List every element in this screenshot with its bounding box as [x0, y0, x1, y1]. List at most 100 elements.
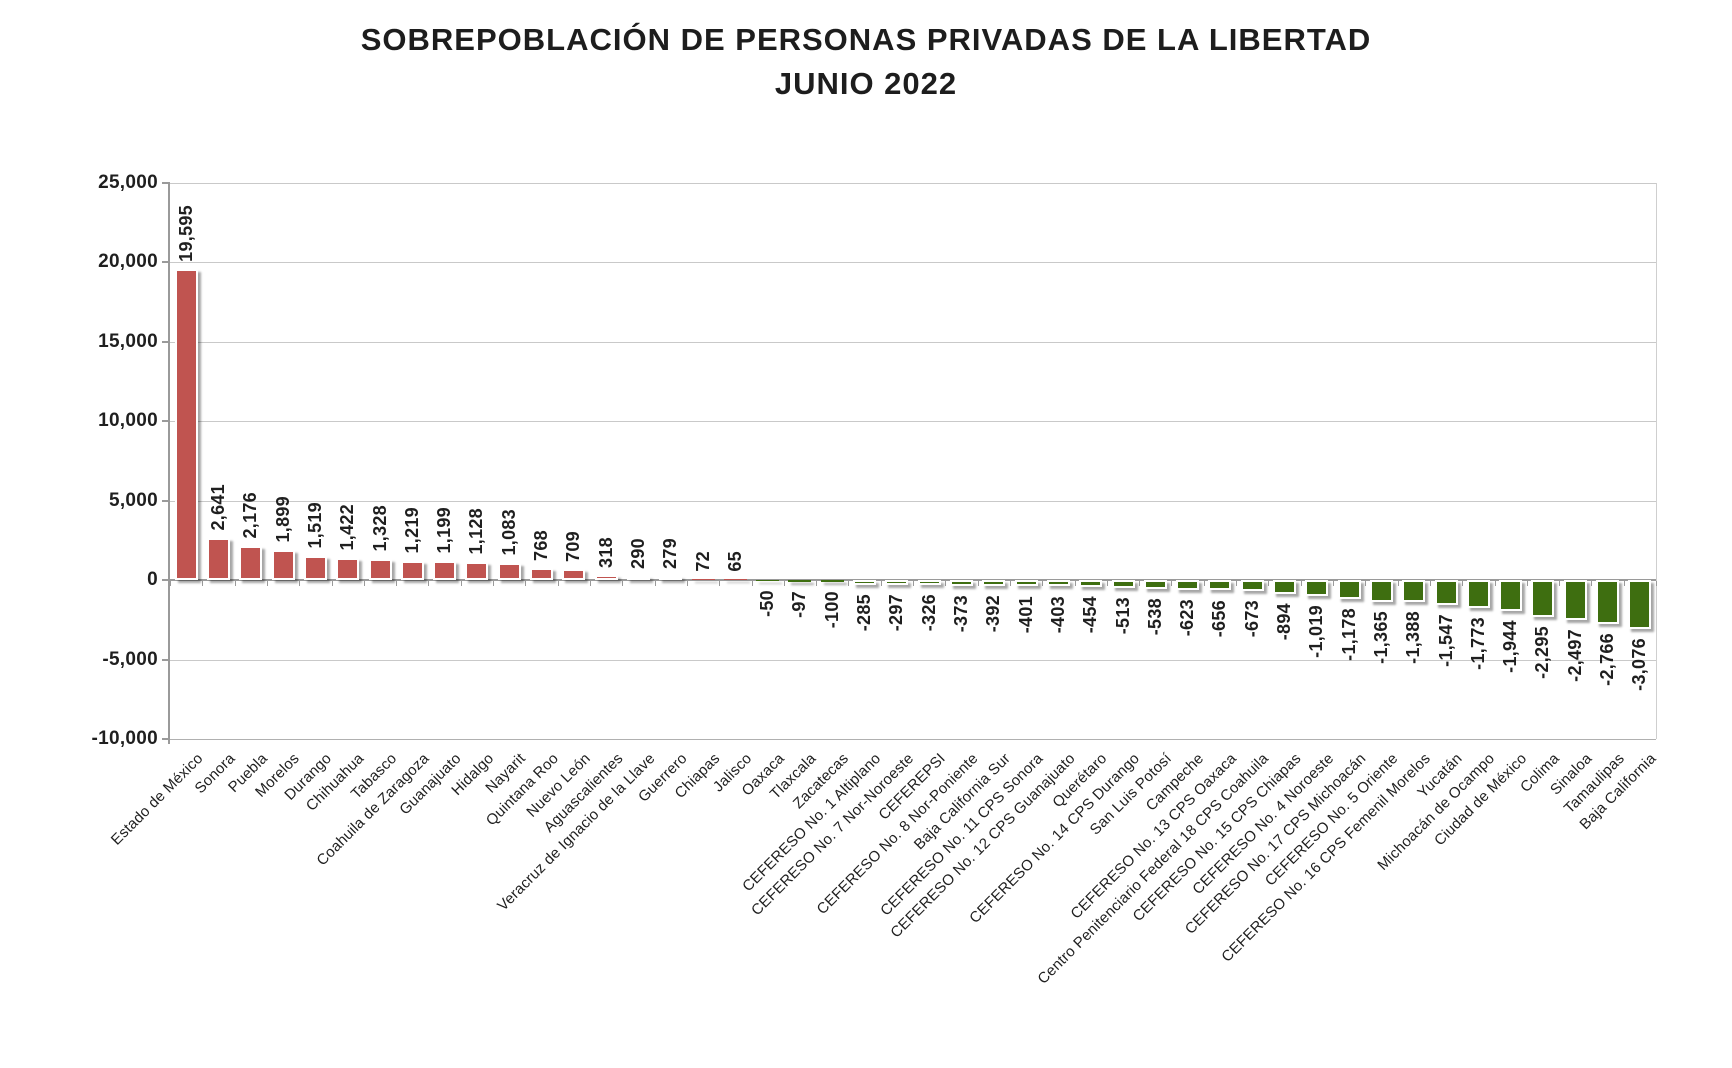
value-label: -3,076	[1629, 638, 1650, 691]
x-axis-tick	[557, 581, 559, 587]
y-axis-tick	[162, 499, 170, 502]
x-axis-tick	[331, 581, 333, 587]
bar	[336, 557, 360, 581]
x-axis-tick	[1009, 581, 1011, 587]
x-axis-tick	[363, 581, 365, 587]
x-axis-tick	[1591, 581, 1593, 587]
x-axis-tick	[1656, 581, 1657, 587]
value-label: 290	[627, 537, 648, 569]
bar	[1273, 580, 1296, 595]
x-axis-tick	[1268, 581, 1270, 587]
gridline	[170, 421, 1656, 423]
y-axis-label: 15,000	[98, 330, 158, 352]
x-axis-tick	[848, 581, 850, 587]
value-label: 19,595	[175, 204, 196, 262]
value-label: -2,295	[1532, 625, 1553, 679]
gridline	[170, 659, 1656, 661]
bar	[562, 568, 586, 581]
bar	[1240, 580, 1264, 591]
bar	[1531, 580, 1555, 617]
value-label: -454	[1080, 596, 1101, 634]
value-label: 768	[531, 529, 551, 561]
value-label: -894	[1274, 603, 1294, 641]
value-label: -97	[789, 590, 810, 618]
value-label: -673	[1241, 599, 1262, 638]
x-axis-tick	[880, 581, 882, 587]
value-label: -403	[1047, 595, 1068, 633]
category-label: Estado de México	[107, 750, 207, 849]
bar	[950, 580, 973, 586]
value-label: 279	[660, 537, 681, 569]
bar	[1111, 580, 1135, 589]
bar	[303, 556, 327, 581]
value-label: -326	[918, 594, 939, 632]
value-label: 2,641	[208, 484, 228, 531]
bar	[982, 580, 1006, 587]
y-axis-line	[168, 183, 170, 744]
x-axis-tick	[1559, 581, 1561, 587]
value-label: -2,497	[1564, 628, 1585, 682]
y-axis-tick	[162, 579, 170, 582]
bar	[271, 550, 295, 581]
bar	[723, 579, 747, 581]
x-axis-tick	[816, 581, 818, 587]
x-axis-tick	[1300, 581, 1302, 587]
bar	[691, 579, 715, 581]
gridline	[170, 262, 1656, 264]
value-label: -1,019	[1306, 605, 1327, 659]
bar	[433, 561, 457, 581]
gridline	[170, 183, 1656, 184]
value-label: -401	[1015, 595, 1036, 633]
x-axis-tick	[590, 581, 591, 587]
bar	[530, 567, 553, 581]
value-label: 318	[595, 537, 616, 569]
x-axis-tick	[1526, 581, 1528, 587]
value-label: -1,388	[1403, 611, 1424, 665]
value-label: -1,547	[1435, 613, 1456, 667]
gridline	[170, 341, 1656, 343]
x-axis-tick	[1365, 581, 1367, 587]
bar	[1079, 580, 1103, 588]
x-axis-tick	[525, 581, 527, 587]
value-label: 1,128	[466, 508, 487, 555]
value-label: 1,219	[401, 506, 422, 554]
y-axis-tick	[162, 340, 170, 343]
x-axis-tick	[1333, 581, 1334, 587]
value-label: -1,773	[1467, 617, 1488, 671]
x-axis-tick	[913, 581, 914, 587]
bar	[1434, 580, 1458, 605]
x-axis-tick	[1042, 581, 1044, 587]
value-label: -1,178	[1338, 607, 1359, 661]
bar	[368, 559, 392, 581]
value-label: -50	[757, 590, 778, 618]
value-label: -297	[886, 593, 907, 632]
chart-title-line1: SOBREPOBLACIÓN DE PERSONAS PRIVADAS DE L…	[360, 22, 1372, 57]
y-axis-tick	[162, 658, 170, 661]
value-label: -623	[1177, 599, 1198, 637]
chart-title: SOBREPOBLACIÓN DE PERSONAS PRIVADAS DE L…	[0, 18, 1732, 106]
value-label: -1,944	[1500, 620, 1521, 673]
x-axis-tick	[1236, 581, 1237, 587]
x-axis-tick	[1171, 581, 1173, 587]
x-axis-tick	[202, 581, 204, 587]
bar	[1466, 580, 1490, 609]
bar	[1143, 580, 1167, 589]
value-label: -513	[1112, 597, 1133, 635]
x-axis-tick	[719, 581, 721, 587]
plot-right-border	[1656, 183, 1657, 739]
bar	[1176, 580, 1200, 590]
x-axis-tick	[622, 581, 624, 587]
chart-title-line2: JUNIO 2022	[774, 66, 958, 101]
x-axis-tick	[977, 581, 979, 587]
bar	[1014, 580, 1038, 587]
value-label: 2,176	[240, 491, 261, 539]
x-axis-tick	[783, 581, 785, 587]
x-axis-tick	[460, 581, 462, 587]
value-label: 72	[692, 551, 713, 572]
gridline	[170, 739, 1656, 740]
bar	[917, 580, 941, 586]
bar	[788, 580, 812, 582]
bar	[1337, 580, 1361, 599]
value-label: -656	[1209, 599, 1230, 637]
